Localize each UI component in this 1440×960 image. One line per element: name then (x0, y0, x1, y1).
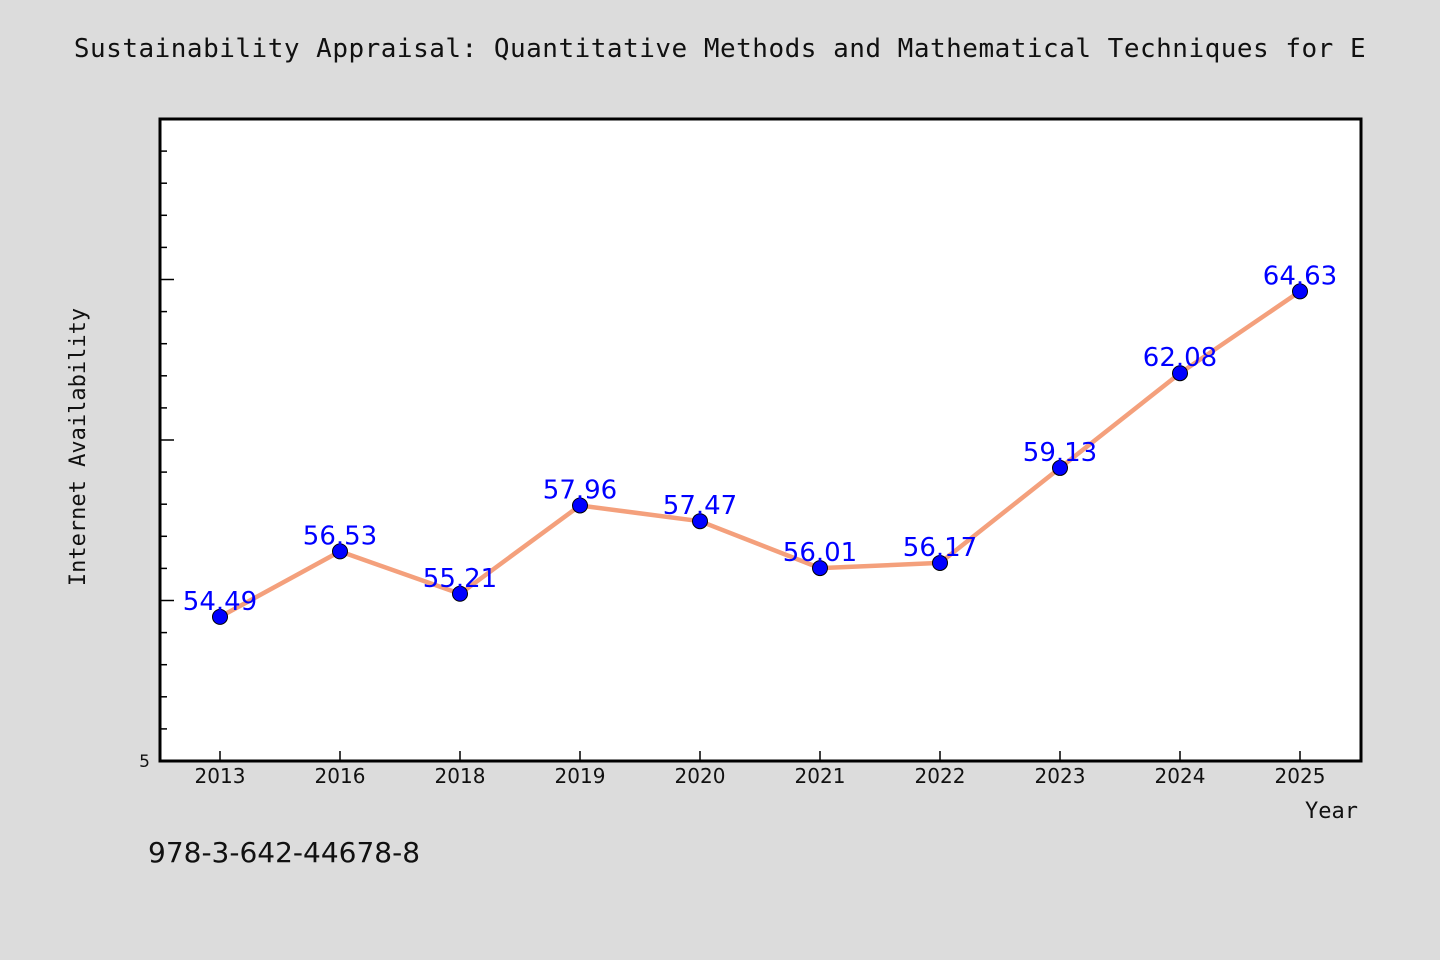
chart-title: Sustainability Appraisal: Quantitative M… (73, 34, 1367, 64)
data-label: 56.53 (303, 521, 377, 551)
data-point (812, 560, 828, 577)
data-label: 62.08 (1143, 343, 1217, 373)
x-tick-label: 2018 (435, 764, 486, 788)
x-tick-label: 2016 (315, 764, 366, 788)
data-label: 55.21 (423, 564, 497, 594)
isbn-text: 978-3-642-44678-8 (148, 836, 421, 869)
data-point (1172, 365, 1188, 382)
x-tick-label: 2024 (1155, 764, 1206, 788)
x-tick-label: 2023 (1035, 764, 1086, 788)
x-tick-label: 2025 (1275, 764, 1326, 788)
data-point (332, 543, 348, 560)
x-tick-label: 2013 (195, 764, 246, 788)
data-point (932, 554, 948, 571)
x-tick-label: 2019 (555, 764, 606, 788)
x-tick-label: 2022 (915, 764, 966, 788)
data-point (1052, 459, 1068, 476)
data-point (452, 585, 468, 602)
series-group: 54.49 56.53 55.21 57.96 57.47 56.01 56.17 59.13… (183, 261, 1337, 625)
data-label: 59.13 (1023, 438, 1097, 468)
y-axis-ticks (160, 150, 174, 762)
x-axis-ticks: 2013 2016 2018 2019 2020 2021 2022 2023 2024 2025 (195, 751, 1326, 788)
data-point (212, 608, 228, 625)
data-label: 57.47 (663, 491, 737, 521)
x-tick-label: 2021 (795, 764, 846, 788)
x-axis-label: Year (1305, 799, 1358, 824)
data-label: 57.96 (543, 475, 617, 505)
data-label: 64.63 (1263, 261, 1337, 291)
data-point (692, 513, 708, 530)
data-point (572, 497, 588, 514)
y-tick-label: 5 (139, 752, 150, 772)
y-axis-label: Internet Availability (66, 308, 91, 586)
data-label: 56.17 (903, 533, 977, 563)
data-label: 54.49 (183, 587, 257, 617)
data-label: 56.01 (783, 538, 857, 568)
series-line (218, 289, 1302, 619)
plot-area (158, 117, 1363, 763)
data-point (1292, 283, 1308, 300)
x-tick-label: 2020 (675, 764, 726, 788)
